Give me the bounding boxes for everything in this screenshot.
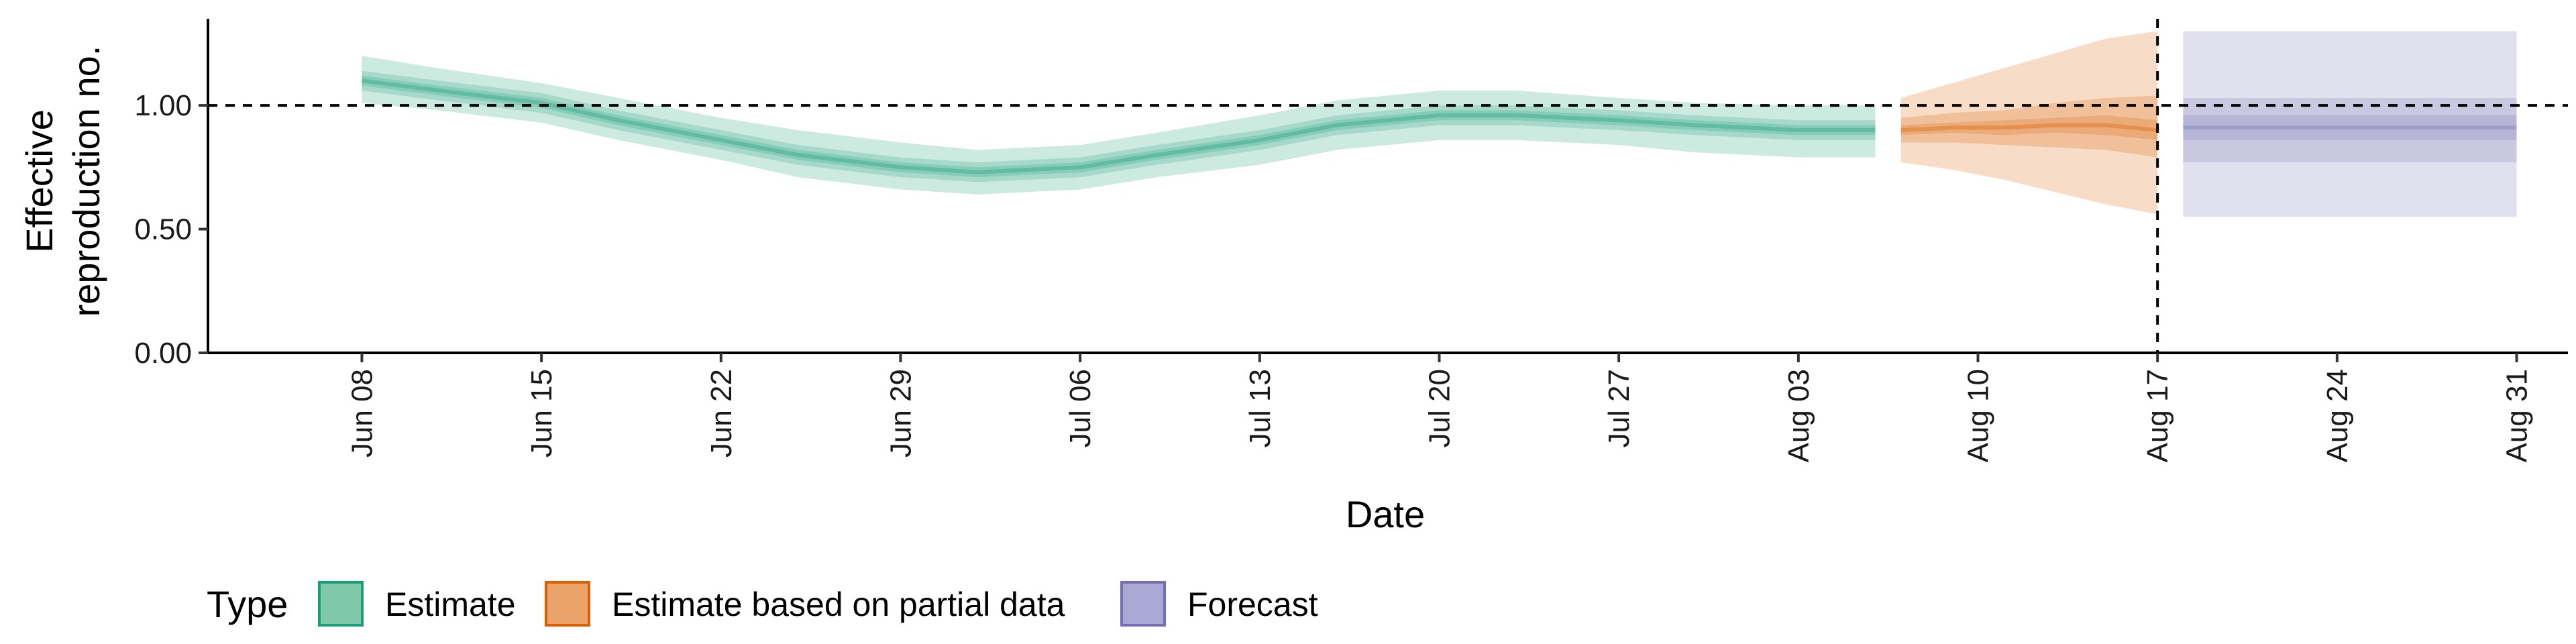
band-ci-50-estimate [362,70,1876,182]
legend-key-forecast [1120,581,1166,627]
y-ticks: 0.00 0.50 1.00 [134,89,208,370]
band-ci-50-estimate-based-on-partial-data [1900,95,2158,158]
x-tick-label: Aug 03 [1782,369,1815,462]
legend-entry-estimate: Estimate [318,581,516,627]
median-line-estimate [362,78,1876,174]
band-ci-50-forecast [2183,98,2517,162]
legend-title: Type [207,583,288,625]
x-axis-title: Date [1346,493,1425,535]
band-ci-90-forecast [2183,31,2517,217]
y-axis-title-line-1: Effective [18,109,60,253]
x-tick-label: Jun 15 [525,369,558,458]
reference-lines-layer [208,19,2568,353]
x-tick-label: Jul 13 [1244,369,1277,447]
x-tick-label: Aug 31 [2501,369,2534,462]
y-tick-label: 0.00 [134,337,192,370]
legend-key-estimate [318,581,364,627]
x-tick-label: Jul 20 [1424,369,1456,447]
y-axis-title: Effective reproduction no. [18,46,107,317]
median-line-estimate-based-on-partial-data [1900,123,2158,132]
x-tick-label: Jul 27 [1603,369,1635,447]
y-axis-title-line-2: reproduction no. [65,46,107,317]
y-tick-label: 0.50 [134,213,192,246]
legend: Type Estimate Estimate based on partial … [207,581,1318,627]
band-ci-20-estimate-based-on-partial-data [1900,115,2158,140]
axes-layer [207,19,2568,354]
x-ticks: Jun 08 Jun 15 Jun 22 Jun 29 Jul 06 Jul 13 Jul … [345,353,2534,462]
legend-entry-partial: Estimate based on partial data [545,581,1065,627]
x-tick-label: Jul 06 [1064,369,1097,447]
legend-key-partial-data [545,581,590,627]
x-tick-label: Jun 22 [705,369,738,458]
legend-entry-forecast: Forecast [1120,581,1318,627]
legend-label-forecast: Forecast [1187,586,1318,623]
legend-label-estimate: Estimate [385,586,516,623]
y-tick-label: 1.00 [134,89,192,122]
band-ci-20-forecast [2183,115,2517,140]
x-tick-label: Aug 10 [1962,369,1995,462]
band-ci-20-estimate [362,75,1876,178]
bands-layer [362,31,2517,217]
x-tick-label: Jun 29 [885,369,918,458]
x-tick-label: Aug 17 [2141,369,2174,462]
median-lines-layer [362,78,2517,174]
x-tick-label: Aug 24 [2321,369,2354,462]
legend-label-partial-data: Estimate based on partial data [612,586,1065,623]
band-ci-90-estimate-based-on-partial-data [1900,31,2158,215]
x-tick-label: Jun 08 [345,369,378,458]
band-ci-90-estimate [362,56,1876,195]
